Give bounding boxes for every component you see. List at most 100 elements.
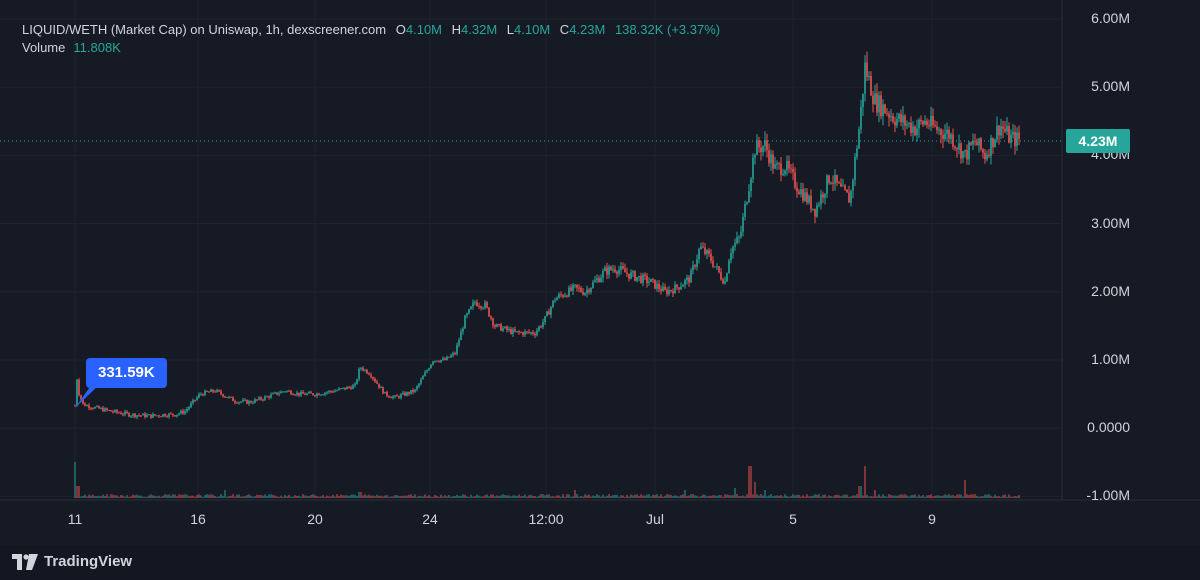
volume-bar (484, 495, 486, 498)
volume-bar (678, 496, 680, 498)
candle-body (218, 389, 220, 392)
volume-bar (652, 494, 654, 498)
candle-body (314, 395, 316, 397)
price-callout: 331.59K (86, 358, 167, 388)
candle-body (532, 332, 534, 334)
volume-bar (834, 495, 836, 498)
candle-body (594, 280, 596, 283)
volume-bar (748, 466, 750, 498)
volume-bar (670, 494, 672, 498)
volume-bar (978, 496, 980, 498)
candle-body (618, 269, 620, 274)
volume-bar (656, 494, 658, 498)
volume-bar (332, 494, 334, 498)
candle-body (926, 120, 928, 126)
volume-bar (736, 494, 738, 498)
volume-bar (840, 496, 842, 498)
volume-bar (422, 496, 424, 498)
candle-body (702, 246, 704, 248)
volume-bar (74, 462, 76, 498)
volume-bar (876, 496, 878, 498)
candle-body (746, 202, 748, 204)
volume-bar (220, 494, 222, 498)
volume-bar (700, 495, 702, 498)
candle-body (978, 138, 980, 146)
candle-body (632, 271, 634, 273)
volume-bar (806, 494, 808, 498)
candle-body (824, 193, 826, 198)
volume-bar (550, 496, 552, 498)
volume-bar (714, 495, 716, 498)
volume-bar (186, 494, 188, 498)
volume-bar (114, 495, 116, 498)
candle-body (850, 190, 852, 203)
candle-body (108, 410, 110, 412)
candle-body (996, 125, 998, 140)
candle-body (114, 410, 116, 413)
candle-body (336, 390, 338, 392)
candle-body (308, 392, 310, 394)
candle-body (830, 182, 832, 184)
volume-bar (680, 495, 682, 498)
candle-body (608, 266, 610, 275)
candle-body (740, 231, 742, 237)
tradingview-brand[interactable]: TradingView (12, 553, 132, 570)
candle-body (248, 401, 250, 404)
volume-bar (138, 495, 140, 498)
volume-bar (576, 494, 578, 498)
candle-body (516, 331, 518, 333)
candle-body (542, 322, 544, 327)
candle-body (418, 383, 420, 387)
volume-bar (256, 494, 258, 498)
volume-bar (730, 495, 732, 498)
candle-body (820, 194, 822, 205)
volume-bar (262, 495, 264, 498)
candle-body (634, 271, 636, 281)
volume-bar (720, 495, 722, 498)
candle-body (318, 393, 320, 396)
volume-bar (956, 494, 958, 498)
candle-body (948, 129, 950, 139)
volume-bar (478, 495, 480, 498)
volume-bar (270, 494, 272, 498)
candle-body (446, 356, 448, 360)
volume-bar (310, 494, 312, 498)
volume-bar (334, 496, 336, 498)
volume-bar (990, 495, 992, 498)
candle-body (174, 415, 176, 417)
volume-bar (174, 494, 176, 498)
candle-body (940, 129, 942, 135)
candle-body (560, 294, 562, 296)
candle-body (370, 374, 372, 378)
tradingview-logo-icon (12, 553, 38, 570)
volume-bar (102, 494, 104, 498)
candle-body (492, 318, 494, 326)
volume-bar (976, 495, 978, 498)
volume-bar (532, 495, 534, 498)
candle-body (348, 386, 350, 388)
volume-bar (196, 495, 198, 498)
volume-bar (816, 494, 818, 498)
volume-bar (668, 494, 670, 498)
candle-body (854, 156, 856, 180)
volume-bar (810, 496, 812, 498)
candle-body (732, 246, 734, 254)
volume-bar (406, 495, 408, 498)
candle-body (764, 140, 766, 147)
volume-bar (892, 495, 894, 498)
candle-body (814, 208, 816, 217)
candle-body (120, 412, 122, 415)
volume-bar (856, 494, 858, 498)
volume-bar (598, 495, 600, 498)
volume-bar (780, 495, 782, 498)
volume-bar (642, 495, 644, 498)
candle-body (464, 315, 466, 329)
candle-body (378, 383, 380, 388)
candle-body (74, 405, 76, 407)
candle-body (912, 126, 914, 133)
candle-body (718, 266, 720, 273)
time-tick-label: 20 (307, 511, 323, 527)
price-chart[interactable] (0, 0, 1200, 545)
chart-area[interactable]: LIQUID/WETH (Market Cap) on Uniswap, 1h,… (0, 0, 1200, 545)
volume-bar (210, 494, 212, 498)
